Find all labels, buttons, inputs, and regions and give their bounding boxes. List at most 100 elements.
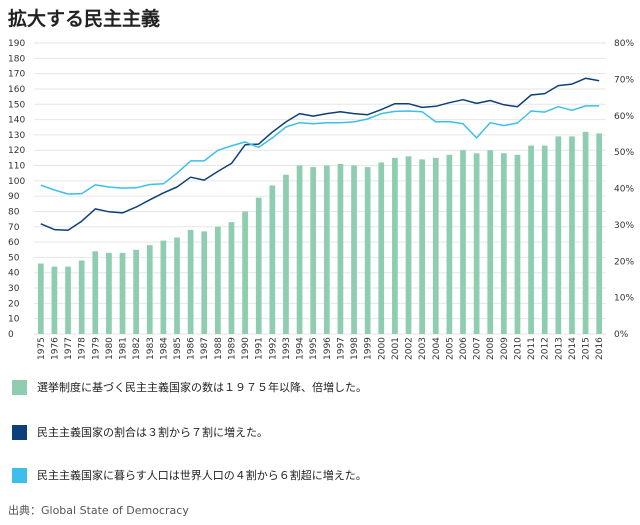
chart-canvas: 0 10 20 30 40 50 60 70 80 90 100 110 120 130 140 150 160… xyxy=(8,39,634,360)
right-tick-label: 60% xyxy=(614,112,634,122)
bar xyxy=(514,154,521,334)
bar xyxy=(364,167,371,334)
x-tick-label: 1979 xyxy=(91,337,101,360)
legend-label-bar: 選挙制度に基づく民主主義国家の数は１９７５年以降、倍増した。 xyxy=(37,381,367,394)
bar xyxy=(337,163,344,334)
bar xyxy=(187,229,194,334)
x-tick-label: 1993 xyxy=(282,337,292,360)
left-tick-label: 140 xyxy=(8,116,25,126)
gridlines xyxy=(34,42,606,335)
bar xyxy=(460,150,466,334)
x-tick-label: 2003 xyxy=(418,337,428,360)
series-line-population xyxy=(40,105,600,195)
x-tick-label: 1987 xyxy=(200,337,210,360)
source-note: 出典：Global State of Democracy xyxy=(8,504,189,517)
legend-swatch-bar xyxy=(12,379,27,395)
x-tick-label: 2007 xyxy=(473,337,483,360)
right-tick-label: 50% xyxy=(614,148,634,158)
bar xyxy=(500,153,507,334)
bar xyxy=(214,226,221,334)
bar xyxy=(133,249,140,334)
right-tick-label: 0% xyxy=(614,330,629,340)
x-tick-label: 1975 xyxy=(37,337,47,360)
x-tick-label: 1988 xyxy=(214,337,224,360)
x-tick-label: 1992 xyxy=(268,337,278,360)
right-tick-label: 70% xyxy=(614,75,634,85)
right-tick-label: 30% xyxy=(614,221,634,231)
bar xyxy=(92,251,99,334)
legend-label-share: 民主主義国家の割合は３割から７割に増えた。 xyxy=(37,426,268,439)
bar xyxy=(51,266,58,334)
legend-swatch-population xyxy=(12,467,27,483)
x-tick-label: 1982 xyxy=(132,337,142,360)
bar-series xyxy=(37,131,603,334)
bar xyxy=(146,245,153,334)
right-tick-label: 80% xyxy=(614,39,634,49)
x-axis-ticks: 1975 1976 1977 1978 1979 1980 1981 1982 1983 1984… xyxy=(37,337,605,360)
left-tick-label: 50 xyxy=(8,253,20,263)
x-tick-label: 2013 xyxy=(554,337,564,360)
bar xyxy=(160,240,167,334)
bar xyxy=(487,150,494,334)
bar xyxy=(405,156,412,334)
x-tick-label: 1998 xyxy=(350,337,360,360)
left-tick-label: 180 xyxy=(8,54,25,64)
left-tick-label: 0 xyxy=(8,330,14,340)
x-tick-label: 2004 xyxy=(432,337,442,360)
right-tick-label: 20% xyxy=(614,257,634,267)
x-tick-label: 2005 xyxy=(445,337,455,360)
x-tick-label: 1995 xyxy=(309,337,319,360)
x-tick-label: 2016 xyxy=(595,337,605,360)
bar xyxy=(473,153,480,334)
x-tick-label: 1996 xyxy=(323,337,333,360)
left-tick-label: 120 xyxy=(8,146,25,156)
x-tick-label: 1976 xyxy=(50,337,60,360)
left-tick-label: 150 xyxy=(8,100,25,110)
legend-item-population: 民主主義国家に暮らす人口は世界人口の４割から６割超に増えた。 xyxy=(12,467,367,483)
bar xyxy=(419,159,426,334)
bar xyxy=(255,197,262,334)
x-tick-label: 1994 xyxy=(296,337,306,360)
x-tick-label: 2009 xyxy=(500,337,510,360)
left-tick-label: 90 xyxy=(8,192,20,202)
left-tick-label: 110 xyxy=(8,162,25,172)
bar xyxy=(446,154,453,334)
x-tick-label: 2006 xyxy=(459,337,469,360)
line-series xyxy=(40,77,600,232)
bar xyxy=(310,167,317,334)
bar xyxy=(283,174,289,334)
x-tick-label: 1981 xyxy=(119,337,129,360)
legend-item-bar: 選挙制度に基づく民主主義国家の数は１９７５年以降、倍増した。 xyxy=(12,379,367,395)
bar xyxy=(596,133,603,334)
bar xyxy=(296,165,303,334)
x-tick-label: 2011 xyxy=(527,337,537,360)
x-tick-label: 2008 xyxy=(486,337,496,360)
left-tick-label: 160 xyxy=(8,85,25,95)
x-tick-label: 1991 xyxy=(255,337,265,360)
x-tick-label: 1984 xyxy=(159,337,169,360)
right-axis-ticks: 0% 10% 20% 30% 40% 50% 60% 70% 80% xyxy=(614,39,634,340)
bar xyxy=(269,185,276,334)
bar xyxy=(555,136,562,334)
left-tick-label: 100 xyxy=(8,177,25,187)
x-tick-label: 2001 xyxy=(391,337,401,360)
right-tick-label: 10% xyxy=(614,294,634,304)
x-tick-label: 1999 xyxy=(364,337,374,360)
left-tick-label: 170 xyxy=(8,70,25,80)
bar xyxy=(323,165,330,334)
x-tick-label: 1986 xyxy=(187,337,197,360)
left-tick-label: 10 xyxy=(8,315,20,325)
bar xyxy=(228,222,235,334)
x-tick-label: 2000 xyxy=(377,337,387,360)
legend-swatch-share xyxy=(12,424,27,440)
series-line-share xyxy=(40,77,600,232)
left-tick-label: 130 xyxy=(8,131,25,141)
left-tick-label: 30 xyxy=(8,284,20,294)
legend-item-share: 民主主義国家の割合は３割から７割に増えた。 xyxy=(12,424,268,440)
bar xyxy=(37,263,44,334)
x-tick-label: 2010 xyxy=(513,337,523,360)
bar xyxy=(65,266,71,334)
x-tick-label: 2012 xyxy=(541,337,551,360)
left-tick-label: 60 xyxy=(8,238,20,248)
x-tick-label: 2015 xyxy=(582,337,592,360)
